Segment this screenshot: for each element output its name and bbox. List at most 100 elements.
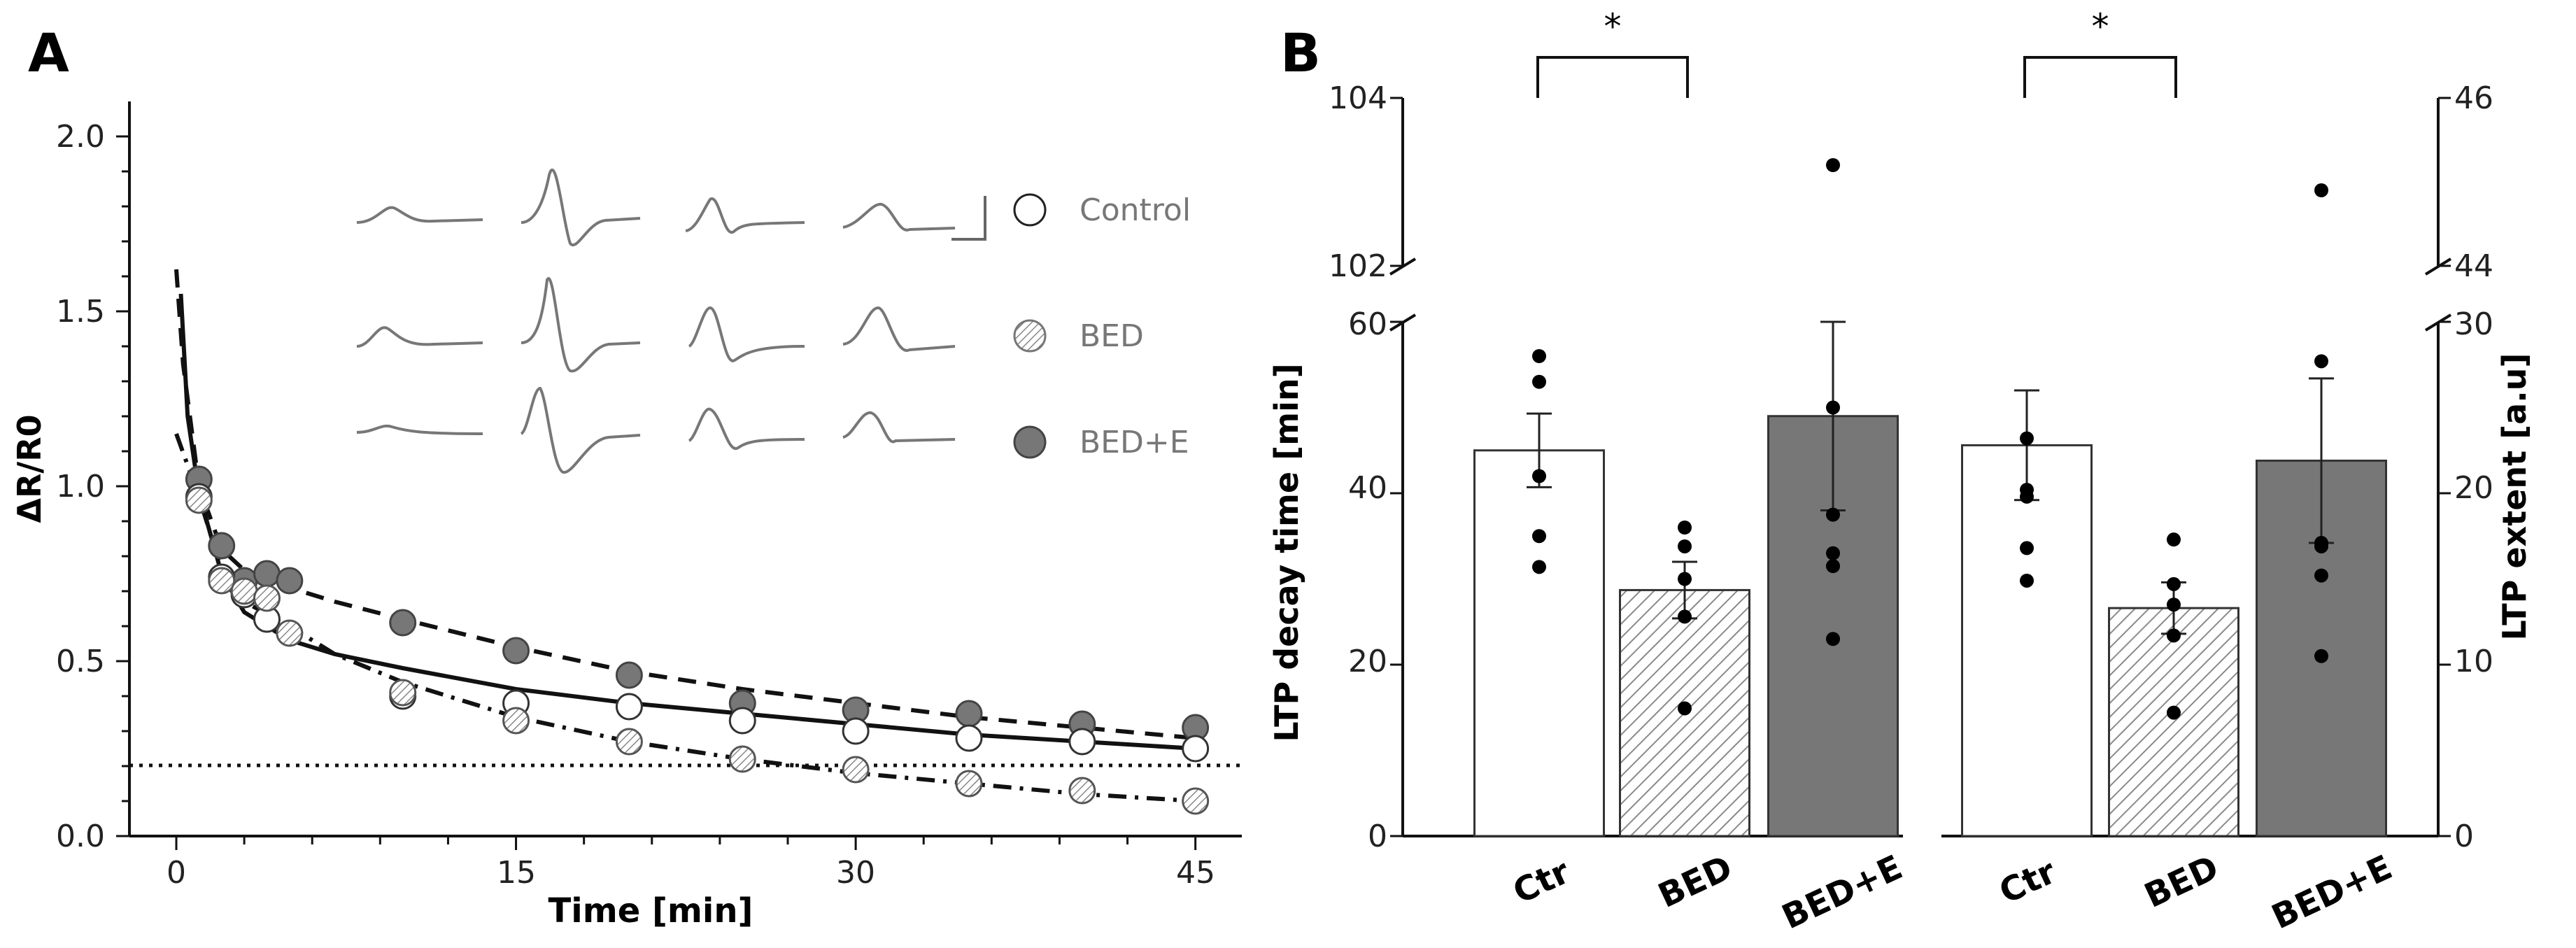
- legend-label-control: Control: [1080, 192, 1191, 228]
- a-xtick-1: 15: [497, 855, 536, 891]
- individual-point: [2167, 705, 2181, 720]
- individual-point: [2314, 183, 2328, 197]
- scale-bar: [951, 196, 986, 241]
- point-bedpluse: [208, 532, 236, 560]
- individual-point: [1532, 469, 1546, 483]
- individual-point: [2020, 573, 2034, 588]
- individual-point: [2020, 489, 2034, 504]
- b-ylabel-right: LTP extent [a.u]: [2496, 353, 2533, 641]
- individual-point: [1826, 559, 1840, 574]
- example-traces: [356, 168, 986, 474]
- point-bed: [276, 619, 304, 647]
- trace-bede-1: [356, 424, 483, 435]
- panel-a-data-points: [185, 465, 1210, 815]
- individual-point: [1678, 701, 1692, 716]
- individual-point: [1826, 546, 1840, 560]
- individual-point: [2314, 354, 2328, 369]
- panel-a-fit-lines: [174, 269, 1196, 803]
- individual-point: [2167, 597, 2181, 612]
- trace-bede-4: [842, 411, 956, 444]
- individual-point: [1826, 507, 1840, 522]
- individual-point: [1826, 158, 1840, 172]
- individual-point: [1532, 374, 1546, 389]
- panel-b-category-labels: Ctr BED BED+E Ctr BED BED+E: [1507, 848, 2398, 938]
- b-right-tick-44: 44: [2454, 248, 2493, 284]
- individual-point: [1532, 349, 1546, 363]
- trace-bed-2: [521, 277, 641, 373]
- b-right-tick-20: 20: [2454, 470, 2493, 506]
- individual-point: [2314, 649, 2328, 663]
- individual-point: [1678, 609, 1692, 624]
- legend-marker-bede: [1013, 425, 1047, 459]
- point-bedpluse: [502, 637, 530, 665]
- b-left-tick-0: 0: [1368, 819, 1387, 854]
- b-left-tick-40: 40: [1348, 470, 1387, 506]
- trace-control-4: [842, 203, 956, 232]
- trace-bed-4: [842, 306, 956, 352]
- fit-line-dashdot: [174, 432, 1196, 803]
- panel-a-ytick-labels: 0.0 0.5 1.0 1.5 2.0: [56, 119, 105, 854]
- b-cat-ctr-1: Ctr: [1507, 852, 1576, 912]
- a-xlabel: Time [min]: [549, 891, 753, 931]
- b-right-tick-0: 0: [2454, 819, 2474, 854]
- point-bed: [230, 577, 258, 605]
- legend-marker-control: [1013, 193, 1047, 227]
- individual-point: [1678, 539, 1692, 553]
- point-bed: [955, 770, 983, 798]
- point-control: [1182, 735, 1210, 763]
- point-bed: [728, 745, 756, 773]
- point-bedpluse: [955, 700, 983, 728]
- a-ylabel: ΔR/R0: [10, 414, 48, 523]
- a-ytick-4: 2.0: [56, 119, 105, 155]
- point-control: [955, 724, 983, 752]
- trace-bede-2: [520, 386, 641, 474]
- a-ytick-0: 0.0: [56, 819, 105, 854]
- panel-b-label: B: [1280, 22, 1321, 84]
- legend-marker-bed: [1013, 319, 1047, 353]
- individual-point: [2167, 532, 2181, 547]
- trace-control-1: [356, 206, 483, 224]
- individual-point: [2020, 541, 2034, 556]
- b-left-tick-60: 60: [1348, 306, 1387, 342]
- panel-a-axes: [128, 101, 1242, 837]
- b-left-tick-104: 104: [1329, 80, 1387, 116]
- panel-b-points: [1532, 158, 2328, 720]
- panel-a-ticks: [116, 135, 1197, 850]
- significance-right: *: [2023, 6, 2177, 98]
- individual-point: [2167, 628, 2181, 643]
- point-control: [728, 707, 756, 735]
- point-bed: [502, 707, 530, 735]
- a-ytick-1: 0.5: [56, 644, 105, 679]
- b-ylabel-left: LTP decay time [min]: [1268, 363, 1305, 742]
- panel-b-ticks: [1390, 97, 2451, 837]
- legend-label-bede: BED+E: [1080, 425, 1189, 460]
- sig-star-left: *: [1604, 6, 1622, 47]
- b-cat-ctr-2: Ctr: [1993, 852, 2062, 912]
- point-bedpluse: [389, 609, 417, 637]
- panel-a-xtick-labels: 0 15 30 45: [167, 855, 1215, 891]
- b-right-tick-labels: 44 46 0 10 20 30: [2454, 80, 2493, 854]
- a-ytick-3: 1.5: [56, 294, 105, 330]
- point-bed: [208, 567, 236, 595]
- bar-ctr: [1961, 444, 2093, 837]
- point-bed: [253, 584, 281, 612]
- individual-point: [2314, 568, 2328, 583]
- b-cat-bede-2: BED+E: [2266, 848, 2398, 938]
- trace-control-3: [685, 197, 805, 234]
- individual-point: [2167, 576, 2181, 591]
- panel-a-label: A: [28, 22, 69, 84]
- bar-ctr: [1473, 449, 1605, 837]
- individual-point: [1532, 529, 1546, 544]
- significance-left: *: [1536, 6, 1689, 98]
- b-left-tick-102: 102: [1329, 248, 1387, 284]
- point-bed: [615, 728, 643, 756]
- a-xtick-2: 30: [836, 855, 875, 891]
- a-ytick-2: 1.0: [56, 469, 105, 504]
- panel-b-bars: [1473, 320, 2387, 837]
- panel-a-legend: Control BED BED+E: [1013, 192, 1191, 460]
- point-control: [615, 693, 643, 721]
- b-left-tick-20: 20: [1348, 644, 1387, 679]
- b-right-tick-30: 30: [2454, 306, 2493, 342]
- point-bed: [389, 679, 417, 707]
